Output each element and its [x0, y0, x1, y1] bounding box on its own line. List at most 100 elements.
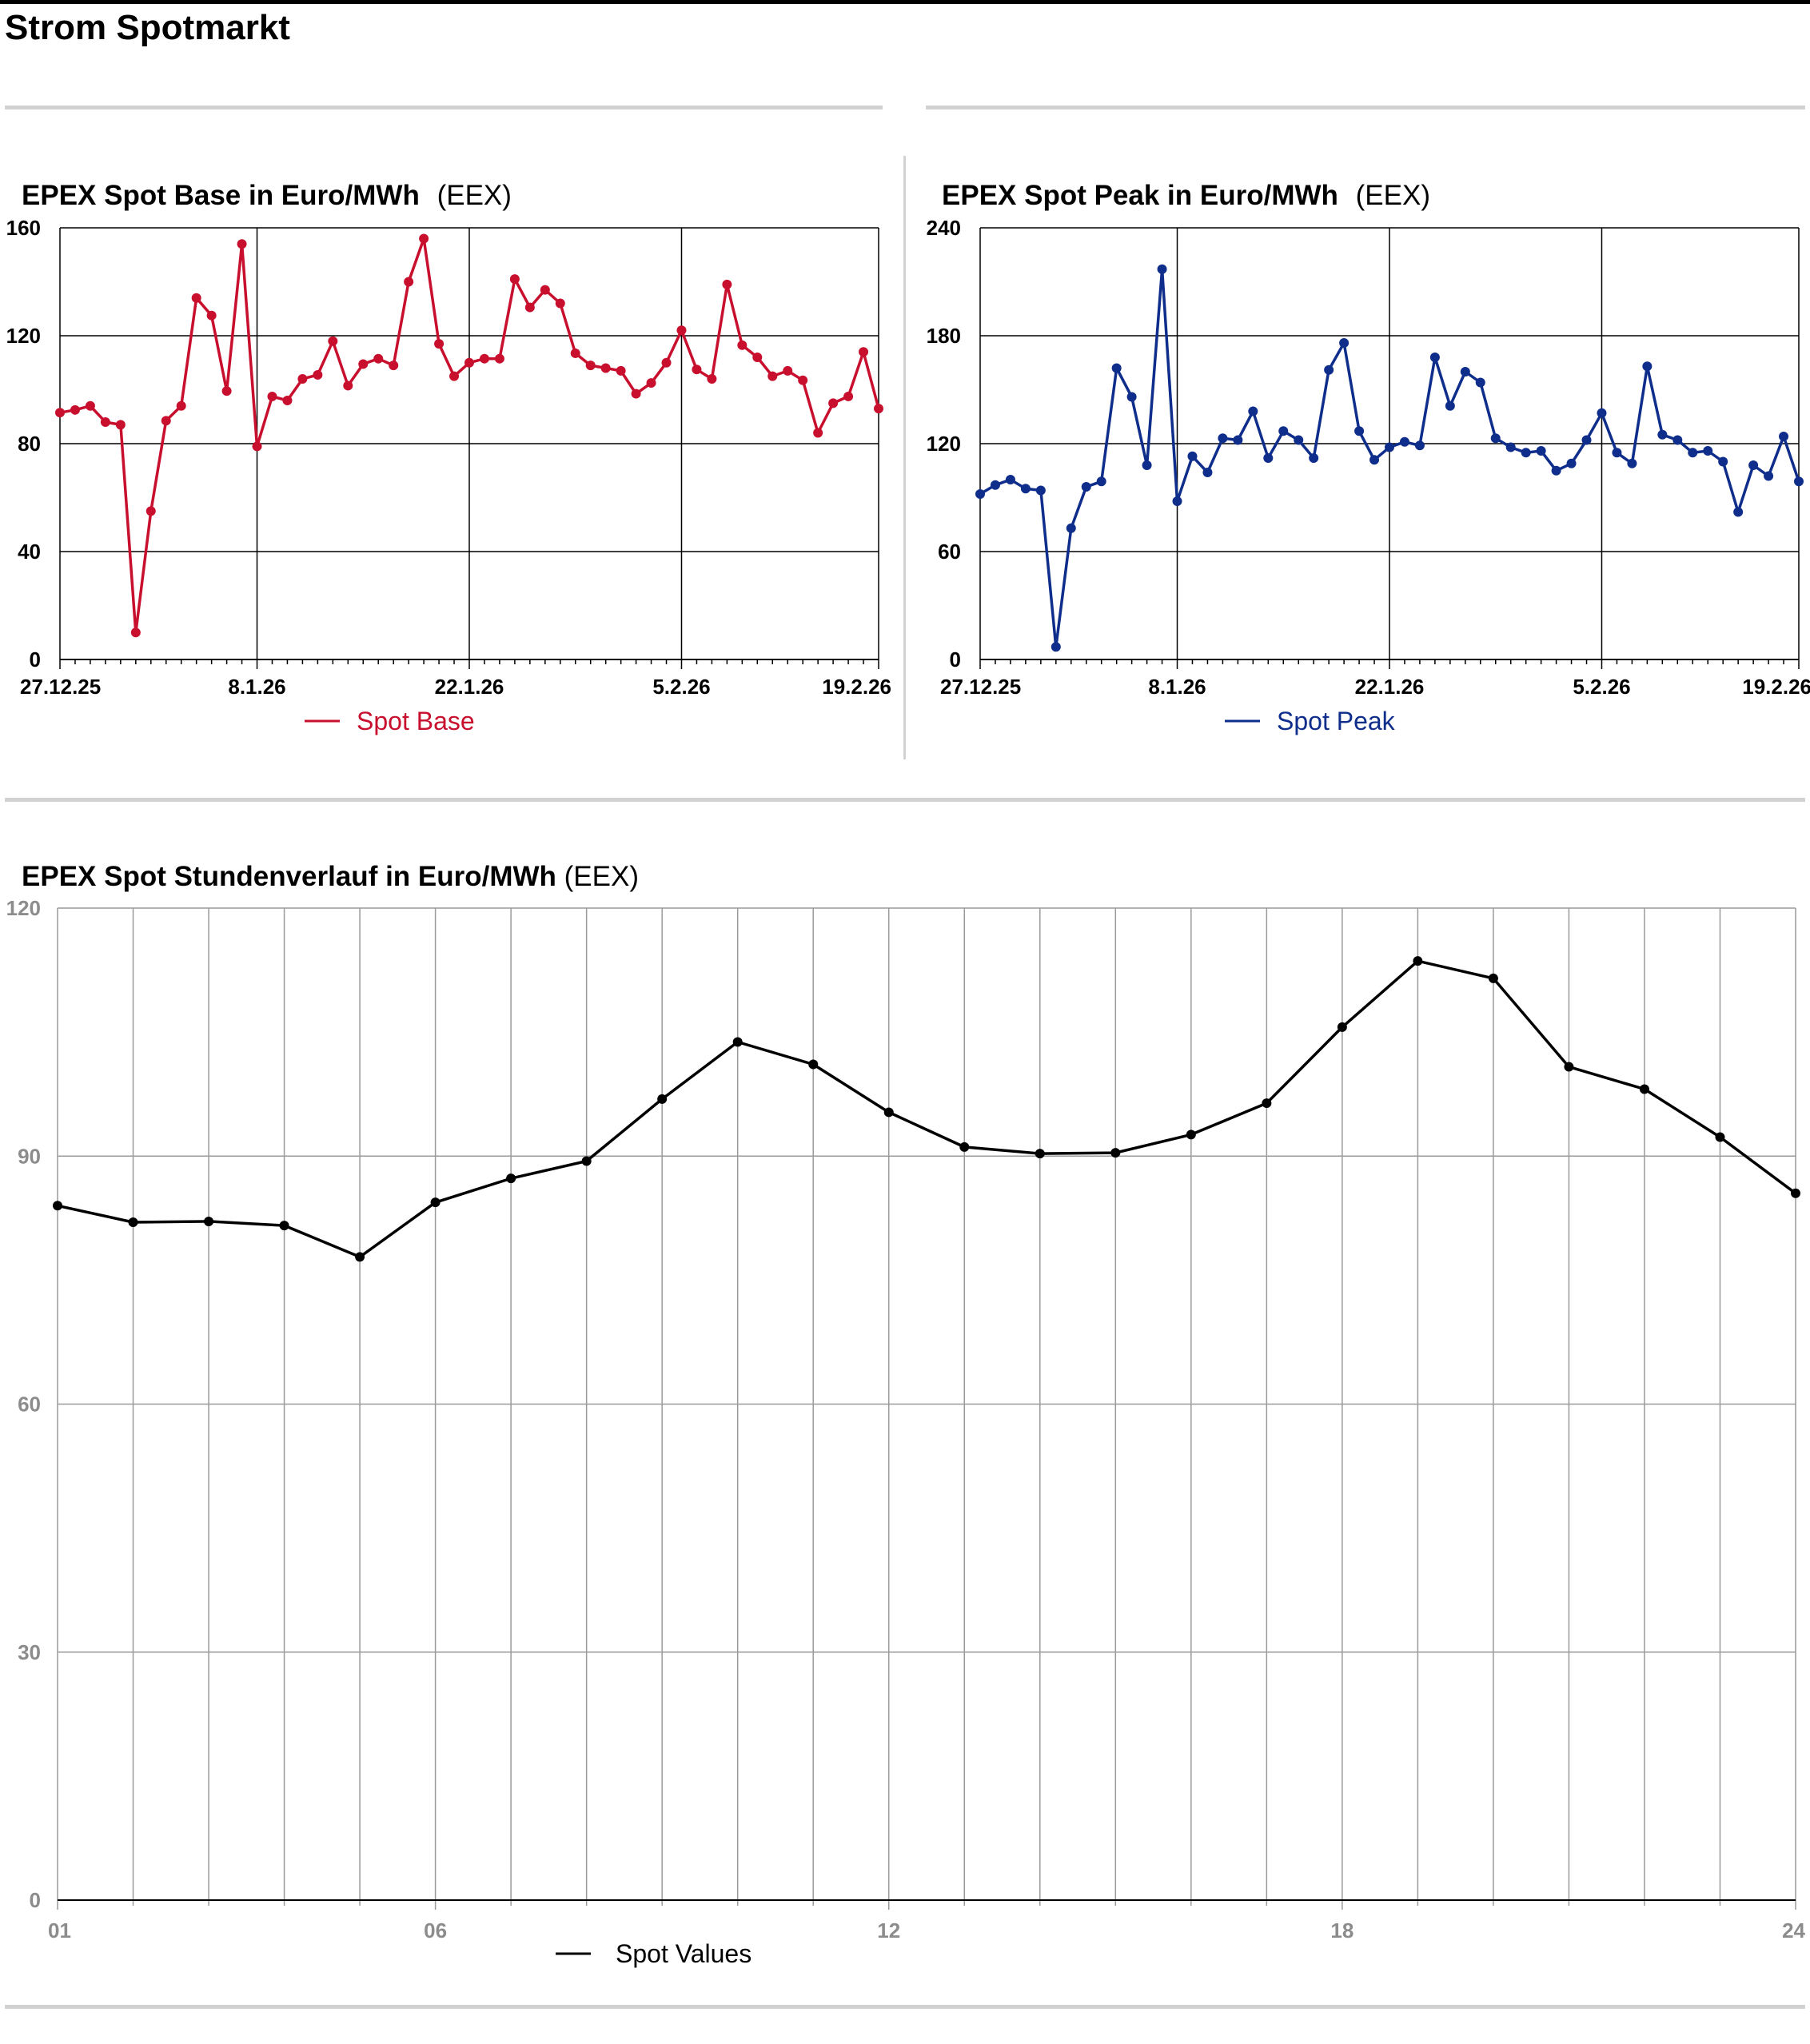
peak-data-point: [1475, 377, 1485, 388]
hourly-data-point: [1564, 1062, 1574, 1072]
peak-data-point: [1490, 433, 1501, 444]
base-y-tick-label: 160: [6, 216, 41, 240]
peak-y-tick-label: 120: [927, 432, 961, 456]
peak-data-point: [1324, 365, 1334, 375]
hourly-data-point: [581, 1156, 592, 1166]
base-data-point: [115, 420, 126, 430]
hourly-y-tick-label: 60: [18, 1393, 41, 1416]
peak-data-point: [1445, 400, 1455, 411]
peak-data-point: [1354, 426, 1365, 436]
peak-data-point: [1263, 453, 1274, 463]
hourly-data-point: [128, 1217, 138, 1227]
peak-data-point: [1748, 460, 1759, 470]
base-data-point: [767, 371, 778, 381]
peak-data-point: [1794, 476, 1804, 487]
base-data-point: [676, 325, 687, 336]
base-data-point: [585, 361, 596, 371]
base-y-tick-label: 0: [30, 647, 41, 671]
base-data-point: [722, 279, 732, 289]
base-data-point: [874, 404, 883, 414]
base-legend: Spot Base: [305, 707, 475, 735]
base-x-tick-label: 27.12.25: [20, 675, 101, 699]
base-data-point: [328, 336, 338, 346]
peak-data-point: [1111, 363, 1122, 373]
peak-data-point: [990, 480, 1000, 490]
base-data-point: [297, 374, 308, 384]
peak-data-point: [1339, 338, 1350, 348]
base-data-point: [373, 353, 384, 364]
base-chart-title-text: EPEX Spot Base in Euro/MWh: [22, 180, 420, 211]
peak-data-point: [1733, 507, 1744, 517]
hourly-data-point: [53, 1201, 62, 1211]
base-data-point: [813, 428, 823, 438]
base-data-point: [237, 239, 247, 249]
hourly-y-tick-label: 0: [30, 1888, 41, 1912]
base-y-tick-label: 40: [18, 540, 41, 564]
peak-y-tick-label: 240: [927, 216, 961, 240]
base-x-axis: [59, 228, 879, 669]
hourly-chart: 0 30 60 90 120 01 06 12 18 24 Spot Values: [6, 896, 1806, 1968]
peak-data-point: [1172, 496, 1182, 506]
peak-data-point: [1597, 408, 1607, 418]
peak-x-tick-label: 19.2.26: [1742, 675, 1810, 699]
base-data-point: [55, 408, 65, 418]
base-data-point: [859, 347, 869, 357]
base-data-point: [70, 404, 80, 415]
base-data-point: [692, 365, 702, 375]
peak-y-tick-label: 180: [927, 324, 961, 348]
base-data-point: [631, 388, 641, 399]
peak-legend: Spot Peak: [1225, 707, 1396, 735]
hourly-chart-title: EPEX Spot Stundenverlauf in Euro/MWh (EE…: [22, 861, 639, 893]
peak-x-tick-label: 8.1.26: [1148, 675, 1206, 699]
peak-data-point: [1505, 442, 1516, 452]
peak-chart-source: (EEX): [1355, 180, 1430, 211]
peak-x-tick-label: 27.12.25: [940, 675, 1021, 699]
base-x-tick-label: 8.1.26: [228, 675, 285, 699]
hourly-data-point: [808, 1059, 819, 1070]
peak-data-point: [1294, 435, 1304, 445]
hourly-data-point: [1715, 1132, 1725, 1142]
hourly-data-point: [506, 1173, 516, 1184]
base-data-point: [798, 375, 808, 385]
base-data-point: [130, 628, 141, 638]
hourly-x-tick-label: 18: [1330, 1918, 1354, 1942]
base-y-tick-label: 80: [18, 432, 41, 456]
hourly-data-point: [732, 1037, 743, 1047]
peak-y-tick-label: 60: [938, 540, 961, 564]
hourly-chart-title-text: EPEX Spot Stundenverlauf in Euro/MWh: [22, 861, 556, 892]
base-data-point: [646, 378, 656, 388]
base-data-point: [85, 400, 95, 411]
peak-data-point: [1020, 484, 1031, 494]
section-divider-middle: [5, 798, 1805, 802]
chart-separator: [903, 156, 906, 759]
base-data-point: [358, 359, 369, 369]
peak-data-point: [1096, 476, 1106, 487]
hourly-y-tick-label: 30: [18, 1640, 41, 1664]
peak-data-point: [1309, 453, 1319, 463]
base-data-point: [191, 293, 201, 303]
hourly-data-point: [1186, 1130, 1196, 1140]
base-y-tick-label: 120: [6, 324, 41, 348]
base-chart: 0 40 80 120 160 27.12.25 8.1.26 22.1.26 5.2.26 19…: [6, 216, 891, 735]
base-data-point: [161, 416, 171, 426]
hourly-data-point: [1337, 1022, 1347, 1032]
peak-data-point: [1657, 429, 1668, 440]
peak-data-point: [1081, 482, 1091, 492]
base-chart-source: (EEX): [437, 180, 512, 211]
hourly-data-point: [1639, 1084, 1649, 1094]
base-data-point: [434, 339, 445, 349]
hourly-data-point: [1488, 973, 1498, 983]
base-data-point: [707, 374, 717, 384]
base-data-point: [479, 353, 489, 364]
hourly-data-point: [355, 1252, 365, 1262]
base-data-point: [252, 441, 262, 452]
hourly-data-point: [1262, 1098, 1272, 1109]
base-data-point: [570, 348, 580, 358]
hourly-data-point: [204, 1216, 214, 1226]
section-divider-left: [5, 106, 883, 110]
peak-x-tick-label: 22.1.26: [1355, 675, 1425, 699]
peak-data-point: [1566, 458, 1577, 468]
peak-data-point: [1642, 361, 1653, 372]
hourly-data-point: [657, 1094, 668, 1104]
hourly-x-tick-label: 06: [424, 1918, 447, 1942]
